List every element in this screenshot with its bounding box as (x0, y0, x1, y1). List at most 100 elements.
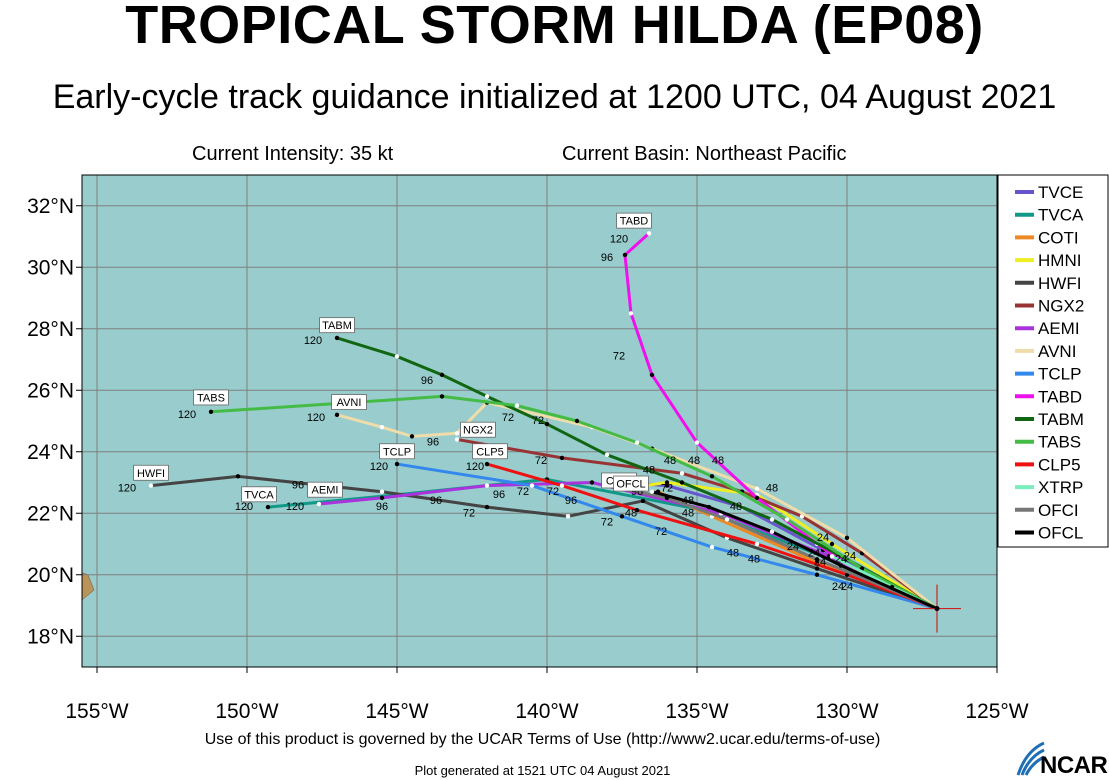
legend-entry-label: CLP5 (1038, 455, 1081, 474)
legend-entry-label: OFCI (1038, 501, 1079, 520)
plot-generated-time: Plot generated at 1521 UTC 04 August 202… (414, 763, 671, 778)
track-point (379, 489, 385, 494)
hour-label: 24 (844, 550, 856, 562)
hour-label: 48 (688, 455, 700, 467)
y-tick-label: 18°N (27, 625, 74, 648)
x-tick-label: 155°W (65, 700, 128, 723)
track-point (394, 461, 400, 467)
hour-label: 24 (817, 532, 829, 544)
track-hour-labels: 120 96 72 120 96 72 120 96 96 120 96 120 72 96 120 120 9… (118, 234, 856, 593)
ncar-logo-text: NCAR (1040, 752, 1108, 779)
hour-label: 72 (517, 486, 529, 498)
track-point (784, 517, 790, 522)
legend-entry-label: AVNI (1038, 342, 1076, 361)
track-point (559, 483, 565, 488)
legend-entry-label: AEMI (1038, 319, 1080, 338)
hour-label: 120 (307, 412, 325, 424)
y-tick-label: 30°N (27, 256, 74, 279)
hour-label: 72 (463, 507, 475, 519)
model-box-ofcl (613, 475, 649, 492)
plot-frame (81, 174, 998, 668)
hour-label: 48 (748, 553, 760, 565)
guidance-subtitle: Early-cycle track guidance initialized a… (52, 78, 1057, 116)
track-point (634, 440, 640, 445)
track-point (454, 437, 460, 442)
legend-entry-label: HWFI (1038, 274, 1081, 293)
hour-label: 72 (613, 351, 625, 363)
track-point (409, 434, 415, 439)
model-box-aemi (307, 481, 343, 498)
legend-entry-label: OFCL (1038, 524, 1083, 543)
model-box-clp5 (472, 443, 508, 460)
hour-label: 48 (730, 501, 742, 513)
current-basin: Current Basin: Northeast Pacific (562, 143, 847, 165)
track-point (379, 424, 385, 430)
model-legend: TVCE TVCA COTI HMNI HWFI NGX2 AEMI AVNI TCLP TABD… (997, 174, 1109, 548)
track-line-clp5 (486, 462, 938, 610)
track-point (664, 480, 670, 485)
hour-label: 48 (766, 483, 778, 495)
track-point (559, 455, 565, 461)
hour-label: 24 (835, 553, 847, 565)
position-dot (934, 606, 940, 612)
x-tick-label: 150°W (215, 700, 278, 723)
hour-label: 120 (178, 409, 196, 421)
hour-label: 72 (655, 526, 667, 538)
y-tick-label: 24°N (27, 441, 74, 464)
x-tick-label: 125°W (965, 700, 1028, 723)
legend-box (997, 174, 1109, 548)
x-tick-label: 145°W (365, 700, 428, 723)
track-point (334, 335, 340, 341)
y-tick-label: 26°N (27, 379, 74, 402)
track-point (208, 409, 214, 414)
terms-of-use: Use of this product is governed by the U… (204, 731, 881, 748)
track-point (634, 507, 640, 513)
model-box-label: AEMI (312, 485, 339, 497)
legend-entry-label: TABD (1038, 387, 1082, 406)
model-box-label: TABS (197, 392, 225, 404)
longitude-axis: 155°W 150°W 145°W 140°W 135°W 130°W 125°W (65, 667, 1029, 723)
model-box-label: TABD (620, 216, 649, 228)
hour-label: 24 (841, 581, 853, 593)
model-box-label: CLP5 (476, 446, 504, 458)
track-line-tclp (396, 462, 938, 611)
track-point (769, 517, 775, 522)
model-box-tabd (616, 212, 652, 229)
track-point (484, 461, 490, 467)
hour-label: 48 (625, 507, 637, 519)
track-point (604, 452, 610, 458)
track-point (679, 480, 685, 485)
hour-label: 72 (601, 517, 613, 529)
legend-entry-label: TVCE (1038, 183, 1083, 202)
y-tick-label: 28°N (27, 318, 74, 341)
hour-label: 72 (661, 483, 673, 495)
track-point (622, 252, 628, 258)
hawaii-land (82, 572, 95, 601)
track-point (334, 412, 340, 418)
hour-label: 96 (601, 252, 613, 264)
hour-label: 120 (610, 234, 628, 246)
track-point (589, 480, 595, 485)
track-point (439, 394, 445, 399)
legend-entry-label: XTRP (1038, 478, 1083, 497)
y-tick-label: 22°N (27, 502, 74, 525)
hour-label: 96 (565, 495, 577, 507)
y-tick-label: 32°N (27, 195, 74, 218)
track-line-tabm (336, 336, 938, 610)
hour-label: 48 (682, 495, 694, 507)
model-box-tabm (319, 317, 355, 334)
track-point (829, 554, 835, 559)
latitude-axis: 18°N 20°N 22°N 24°N 26°N 28°N 30°N 32°N (27, 195, 82, 648)
track-line-avni (336, 401, 938, 610)
hour-label: 24 (787, 541, 799, 553)
track-point (814, 566, 820, 571)
track-point (316, 501, 322, 507)
legend-entry-label: TABS (1038, 433, 1081, 452)
storm-title: TROPICAL STORM HILDA (EP08) (125, 0, 984, 55)
track-point (565, 514, 571, 519)
hour-label: 96 (493, 489, 505, 501)
hour-label: 120 (304, 335, 322, 347)
hour-label: 96 (376, 501, 388, 513)
track-point (646, 231, 652, 236)
track-point (454, 431, 460, 436)
